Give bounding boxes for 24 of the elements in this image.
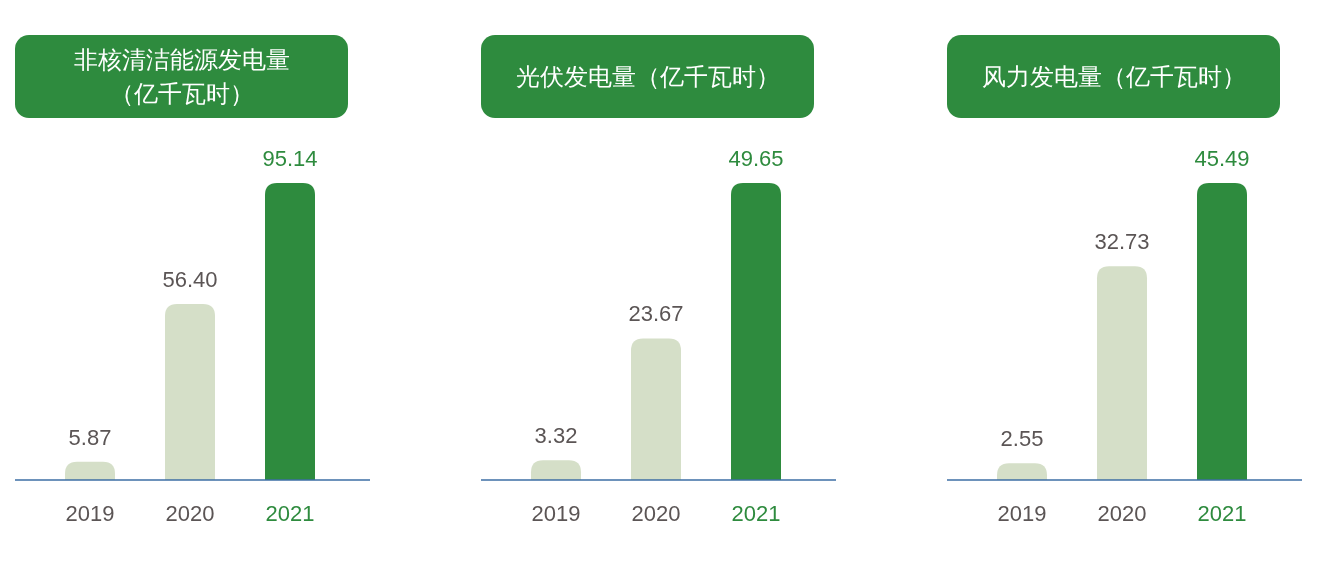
data-label: 45.49 — [1194, 146, 1250, 171]
title: 光伏发电量（亿千瓦时） — [481, 35, 814, 118]
title: 风力发电量（亿千瓦时） — [947, 35, 1280, 118]
chart-title: 非核清洁能源发电量（亿千瓦时） — [73, 46, 290, 107]
data-label: 3.32 — [534, 423, 578, 449]
x-tick-label: 2020 — [631, 501, 681, 526]
x-tick-label: 2019 — [997, 501, 1047, 526]
data-label: 5.87 — [68, 424, 112, 450]
data-label: 32.73 — [1094, 229, 1150, 255]
data-label: 56.40 — [162, 266, 218, 292]
data-label: 49.65 — [728, 146, 784, 171]
title: 非核清洁能源发电量（亿千瓦时） — [15, 35, 348, 118]
chart-title: 风力发电量（亿千瓦时） — [981, 63, 1246, 90]
data-label: 2.55 — [1000, 426, 1044, 452]
x-tick-label: 2021 — [731, 501, 781, 526]
x-tick-label: 2020 — [1097, 501, 1147, 526]
x-tick-label: 2020 — [165, 501, 215, 526]
x-tick-label: 2021 — [1197, 501, 1247, 526]
data-label: 23.67 — [628, 301, 684, 327]
x-tick-label: 2019 — [65, 501, 115, 526]
x-tick-label: 2021 — [265, 501, 315, 526]
chart-title: 光伏发电量（亿千瓦时） — [515, 63, 780, 90]
data-label: 95.14 — [262, 146, 318, 171]
x-tick-label: 2019 — [531, 501, 581, 526]
